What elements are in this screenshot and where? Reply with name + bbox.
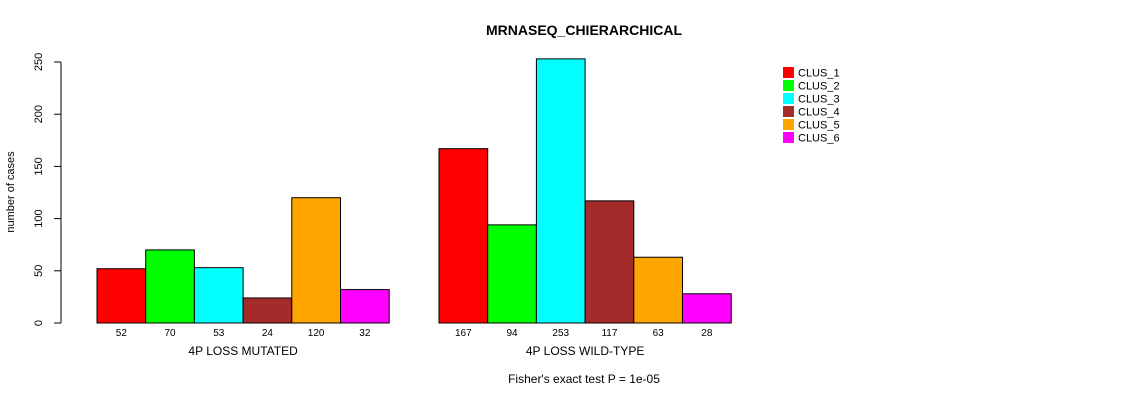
bar-clus-1-group-2 [438, 148, 489, 324]
bar-clus-4-group-2 [584, 200, 635, 324]
y-tick-label: 0 [33, 320, 45, 326]
bar-value-label: 24 [262, 328, 274, 339]
group-label: 4P LOSS WILD-TYPE [526, 344, 644, 358]
bar-clus-2-group-2 [487, 224, 537, 324]
legend-swatch [783, 119, 794, 130]
bars [96, 58, 732, 324]
group-label: 4P LOSS MUTATED [188, 344, 298, 358]
bar-value-label: 28 [701, 328, 713, 339]
bar-value-label: 32 [359, 328, 371, 339]
legend-label: CLUS_1 [798, 68, 840, 80]
bar-value-label: 253 [552, 328, 569, 339]
legend-swatch [783, 80, 794, 91]
y-axis-label: number of cases [5, 151, 17, 233]
chart-title: MRNASEQ_CHIERARCHICAL [486, 22, 682, 38]
legend-swatch [783, 132, 794, 143]
legend-label: CLUS_6 [798, 133, 840, 145]
legend-swatch [783, 67, 794, 78]
legend-label: CLUS_3 [798, 94, 840, 106]
y-tick-label: 250 [33, 53, 45, 71]
legend-label: CLUS_2 [798, 81, 840, 93]
bar-value-label: 120 [308, 328, 325, 339]
bar-clus-1-group-1 [96, 268, 147, 324]
y-axis: 0 50 100 150 200 250 [33, 53, 62, 326]
y-tick-label: 150 [33, 157, 45, 175]
bar-value-label: 94 [506, 328, 518, 339]
bar-clus-6-group-1 [340, 289, 390, 324]
bar-clus-2-group-1 [145, 249, 195, 324]
bar-value-label: 53 [213, 328, 225, 339]
bar-value-label: 167 [455, 328, 472, 339]
bar-clus-5-group-2 [633, 256, 683, 324]
bar-clus-6-group-2 [682, 293, 732, 324]
bar-clus-3-group-1 [193, 267, 244, 324]
bar-value-label: 63 [653, 328, 665, 339]
bar-value-labels: 52 70 53 24 120 32 167 94 253 117 63 28 [116, 328, 713, 339]
group-labels: 4P LOSS MUTATED 4P LOSS WILD-TYPE [188, 344, 644, 358]
y-tick-label: 100 [33, 209, 45, 227]
bar-clus-3-group-2 [535, 58, 586, 324]
fisher-test-footnote: Fisher's exact test P = 1e-05 [508, 372, 660, 386]
bar-value-label: 52 [116, 328, 128, 339]
legend-swatch [783, 93, 794, 104]
y-tick-label: 200 [33, 105, 45, 123]
bar-value-label: 70 [164, 328, 176, 339]
bar-clus-4-group-1 [242, 297, 293, 324]
y-tick-label: 50 [33, 265, 45, 277]
legend-label: CLUS_5 [798, 120, 840, 132]
legend-label: CLUS_4 [798, 107, 840, 119]
bar-clus-5-group-1 [291, 197, 341, 324]
bar-value-label: 117 [601, 328, 617, 339]
legend-swatch [783, 106, 794, 117]
